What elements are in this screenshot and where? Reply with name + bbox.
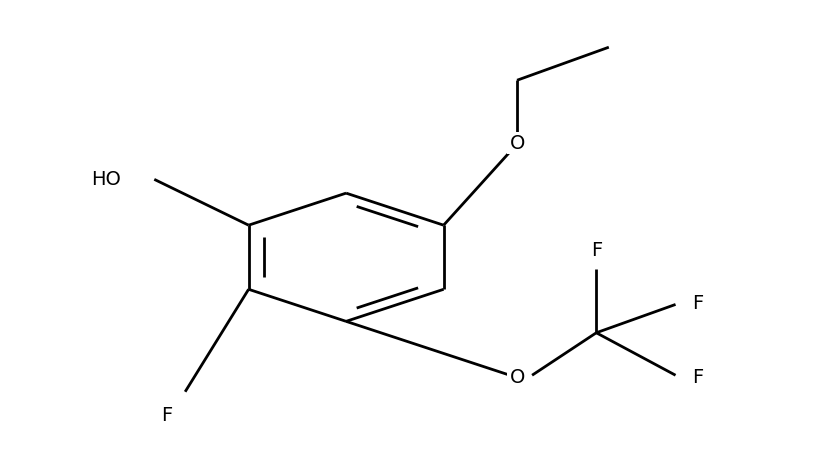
Text: F: F (590, 241, 602, 260)
Text: HO: HO (91, 170, 121, 189)
Text: F: F (161, 406, 173, 425)
Text: F: F (692, 294, 703, 312)
Text: O: O (510, 134, 525, 152)
Text: F: F (692, 368, 703, 387)
Text: O: O (510, 368, 525, 387)
